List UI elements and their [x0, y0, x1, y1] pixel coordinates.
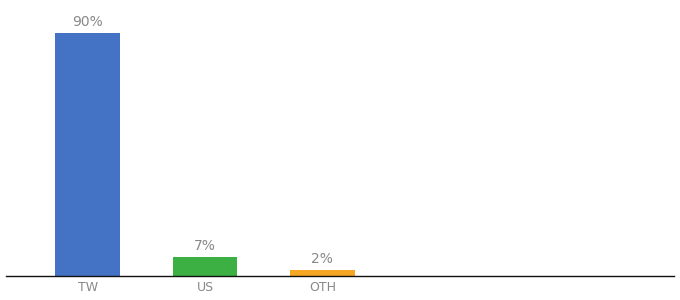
- Bar: [290, 271, 355, 276]
- Text: 7%: 7%: [194, 239, 216, 253]
- Text: 90%: 90%: [72, 14, 103, 28]
- Bar: [56, 33, 120, 276]
- Bar: [173, 257, 237, 276]
- Text: 2%: 2%: [311, 252, 333, 266]
